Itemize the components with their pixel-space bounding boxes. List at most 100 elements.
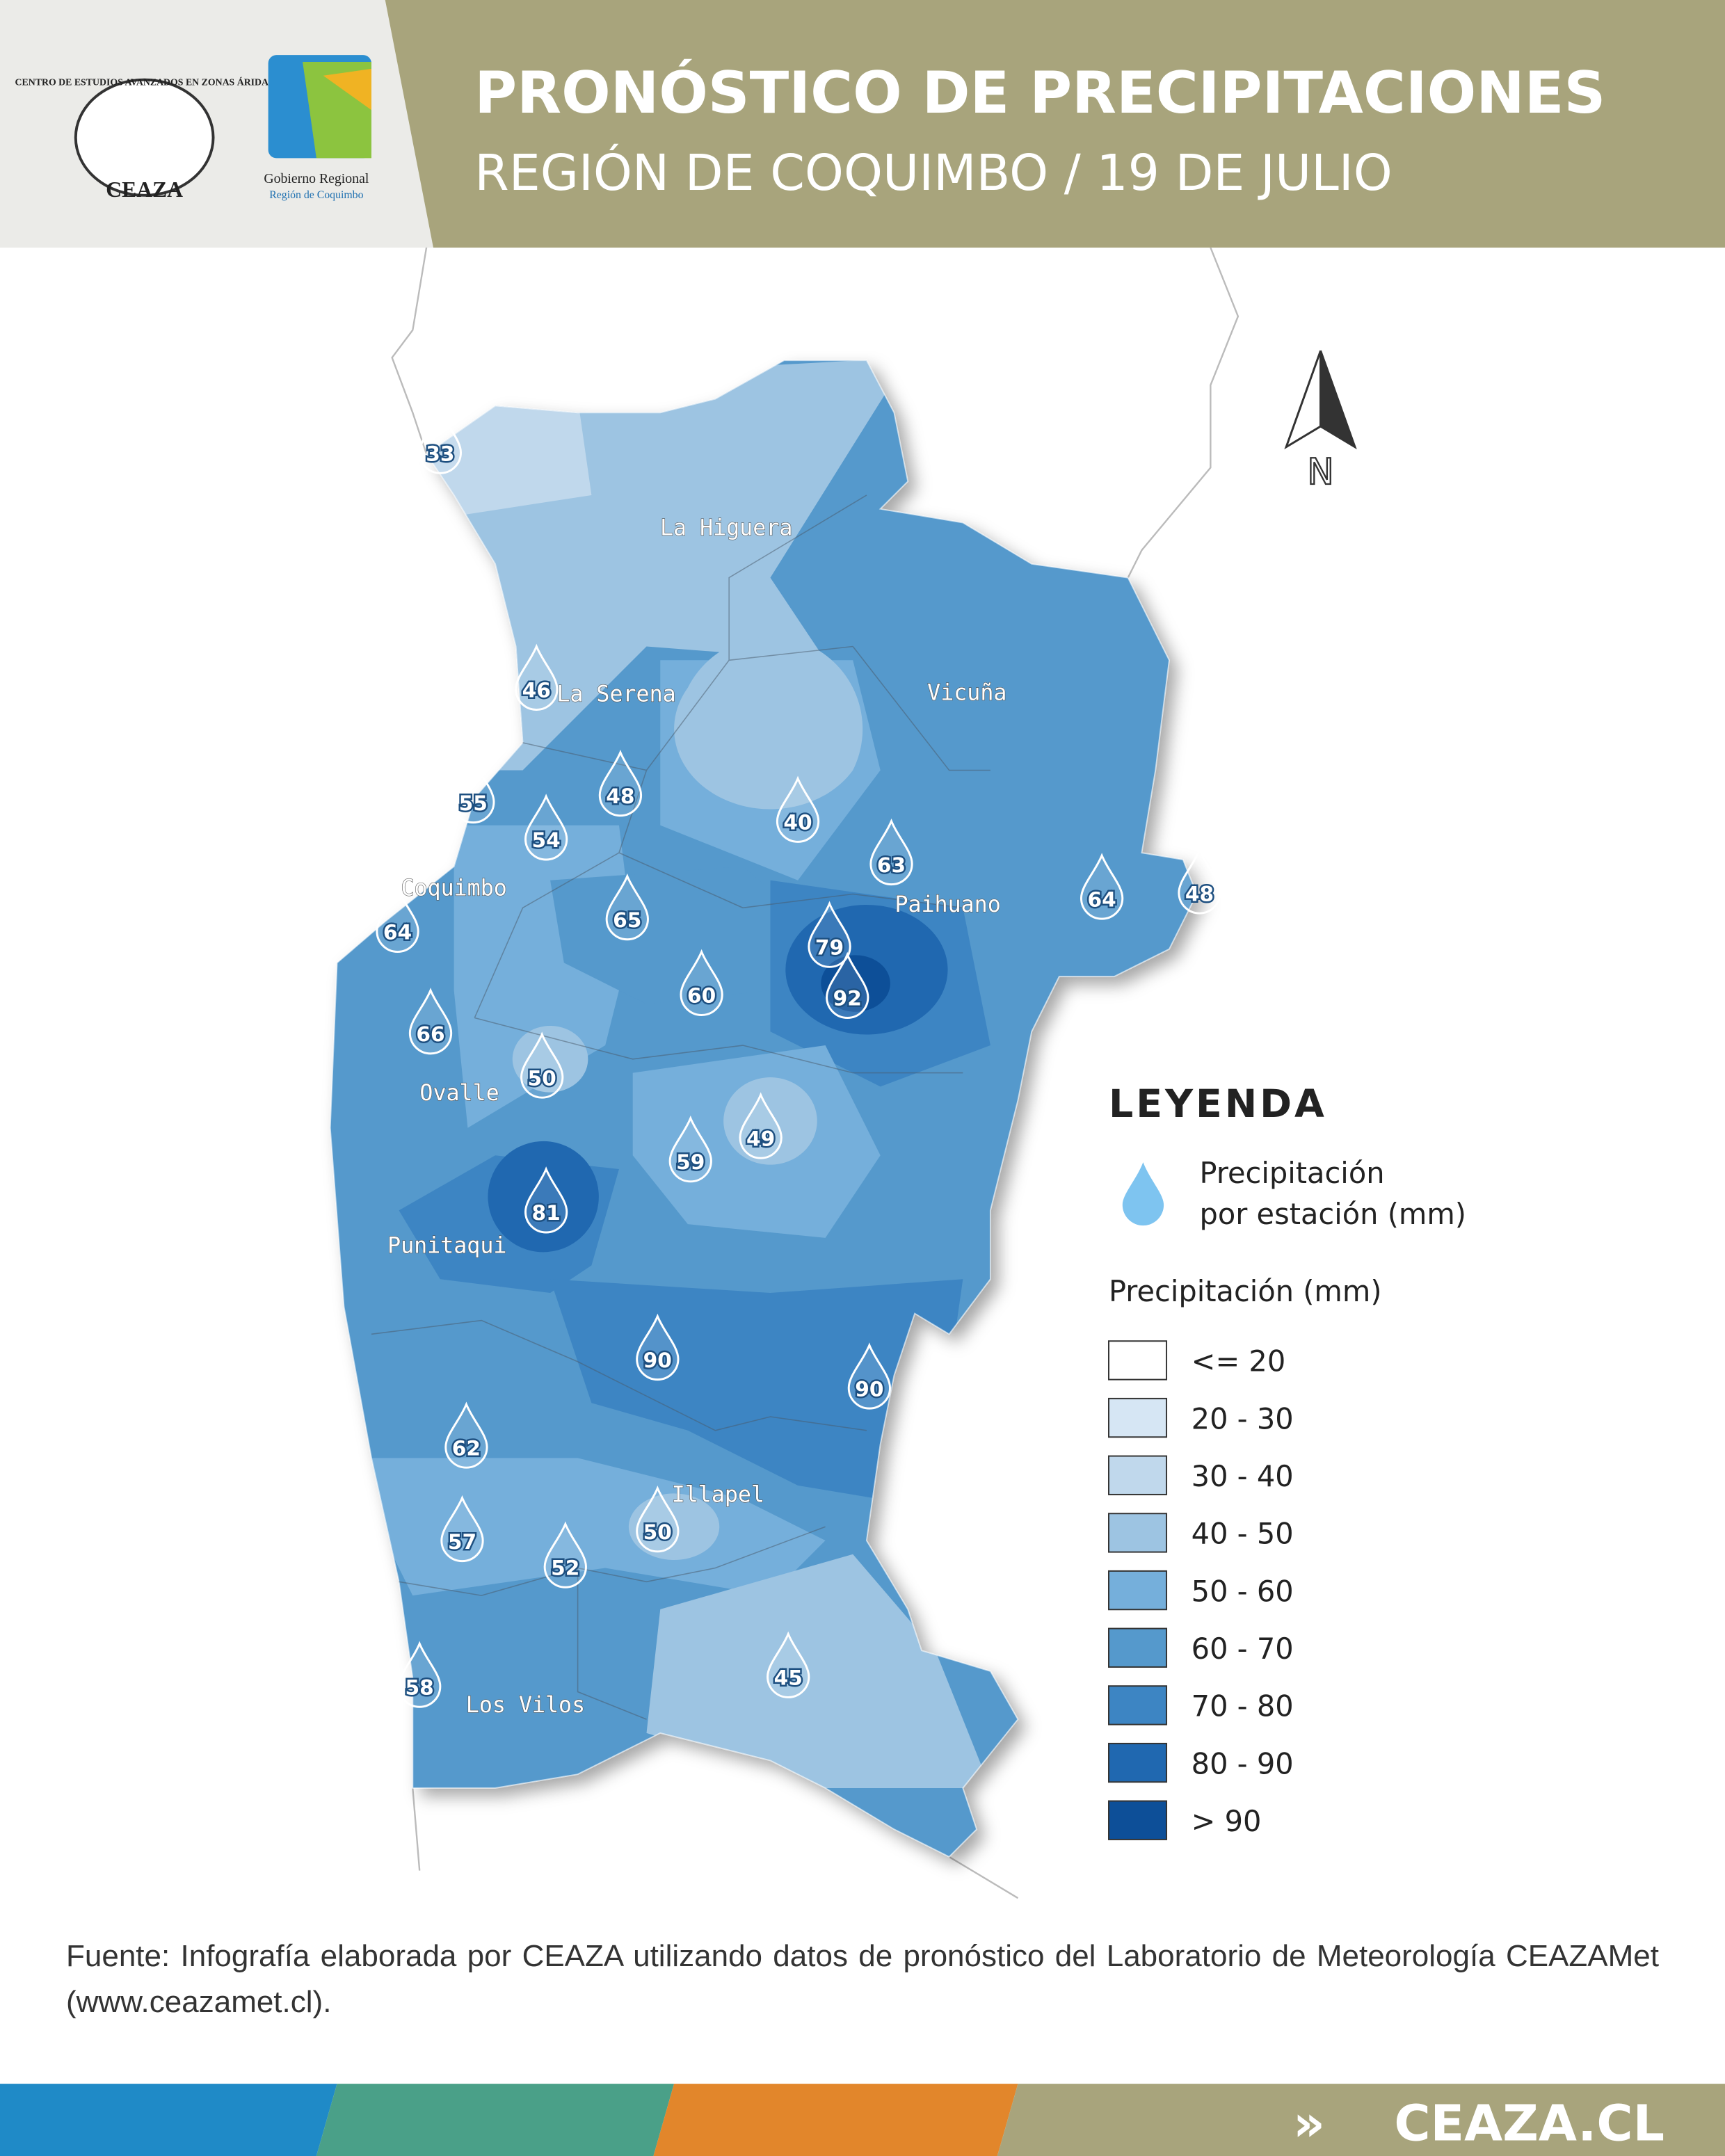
place-label: Coquimbo (401, 876, 506, 901)
station-value: 81 (531, 1200, 560, 1225)
north-label: N (1307, 451, 1333, 493)
station-drop (680, 949, 723, 1016)
legend-drop (1122, 1162, 1164, 1226)
place-label: Punitaqui (387, 1234, 506, 1259)
station-drop (869, 818, 913, 886)
legend-swatch (1108, 1340, 1168, 1381)
station-drop (605, 873, 649, 941)
station-value: 45 (774, 1666, 803, 1690)
station-drop (767, 1631, 810, 1698)
station-value: 60 (687, 983, 716, 1008)
station-value: 63 (877, 853, 906, 877)
station-value: 66 (416, 1022, 444, 1046)
station-drop (408, 988, 453, 1055)
station-drop (1080, 853, 1124, 920)
precip-zone (550, 866, 826, 1004)
station-drop (376, 885, 419, 953)
precip-zone (646, 1554, 990, 1788)
station-drop (598, 749, 643, 817)
station-value: 49 (746, 1126, 775, 1150)
legend-label: 50 - 60 (1192, 1574, 1294, 1608)
legend-swatch (1108, 1685, 1168, 1725)
station-value: 64 (1087, 887, 1116, 911)
station-drop (398, 1641, 442, 1708)
station-drop (826, 951, 869, 1019)
station-drop (515, 643, 559, 711)
legend-swatch (1108, 1742, 1168, 1783)
station-drop (451, 756, 495, 824)
legend-label: <= 20 (1192, 1344, 1286, 1378)
station-drop (418, 407, 463, 474)
logo-arc-text: CENTRO DE ESTUDIOS AVANZADOS EN ZONAS ÁR… (15, 77, 274, 88)
station-drop (524, 794, 568, 861)
station-value: 92 (833, 986, 862, 1011)
legend-swatch (1108, 1627, 1168, 1668)
footer-arrows: » (1293, 2094, 1325, 2152)
station-value: 50 (528, 1065, 556, 1090)
logo-name: CEAZA (106, 177, 183, 202)
station-value: 90 (643, 1348, 672, 1372)
station-drop (524, 1166, 568, 1234)
legend-label: 70 - 80 (1192, 1689, 1294, 1723)
station-value: 57 (448, 1529, 476, 1554)
logo-gore-line2: Región de Coquimbo (269, 189, 363, 201)
place-label: Ovalle (419, 1081, 499, 1106)
legend-label: 20 - 30 (1192, 1401, 1294, 1435)
station-value: 79 (815, 935, 844, 960)
north-arrow (1284, 350, 1322, 450)
legend-swatch (1108, 1570, 1168, 1611)
station-drop (776, 775, 820, 843)
source-note: Fuente: Infografía elaborada por CEAZA u… (66, 1939, 1659, 2019)
place-label: La Serena (556, 682, 675, 707)
station-drop (739, 1092, 783, 1159)
station-drop (808, 901, 851, 968)
station-drop (668, 1115, 712, 1183)
place-label: La Higuera (660, 515, 792, 540)
legend-swatch (1108, 1800, 1168, 1840)
station-value: 62 (452, 1435, 481, 1460)
station-value: 50 (643, 1520, 672, 1544)
legend-swatch (1108, 1455, 1168, 1495)
subtitle: REGIÓN DE COQUIMBO / 19 DE JULIO (474, 144, 1393, 202)
station-value: 59 (676, 1150, 705, 1174)
station-value: 58 (406, 1675, 434, 1699)
station-value: 55 (459, 791, 488, 815)
station-drop (636, 1313, 680, 1381)
footer-bar (0, 2084, 337, 2156)
place-label: Paihuano (894, 892, 1000, 917)
commune-borders (371, 494, 990, 1720)
station-value: 33 (426, 442, 454, 466)
header-band (385, 0, 1725, 248)
legend-label: 40 - 50 (1192, 1517, 1294, 1551)
precip-zone (628, 1493, 720, 1561)
station-drop (444, 1401, 488, 1469)
place-label: Los Vilos (466, 1693, 585, 1718)
precip-zone (550, 1279, 963, 1499)
station-drop (543, 1521, 587, 1588)
legend-precip-title: Precipitación (mm) (1109, 1274, 1382, 1308)
precip-zone (674, 636, 863, 810)
legend-swatch (1108, 1513, 1168, 1553)
station-drop (1178, 847, 1221, 915)
station-drop (636, 1485, 680, 1553)
legend-swatch (1108, 1397, 1168, 1438)
station-value: 52 (551, 1555, 579, 1579)
station-value: 40 (783, 810, 812, 835)
station-value: 64 (383, 920, 412, 944)
legend-label: > 90 (1192, 1804, 1262, 1838)
station-value: 65 (613, 908, 641, 932)
footer-link[interactable]: CEAZA.CL (1394, 2094, 1664, 2152)
station-value: 48 (606, 784, 634, 808)
legend-title: LEYENDA (1109, 1082, 1327, 1127)
station-value: 54 (531, 828, 560, 852)
station-value: 46 (522, 678, 551, 702)
legend-station-1: Precipitación (1200, 1156, 1385, 1190)
title: PRONÓSTICO DE PRECIPITACIONES (474, 58, 1605, 127)
precip-zone (488, 1141, 599, 1253)
station-drop (520, 1031, 564, 1099)
logo-gore-line1: Gobierno Regional (264, 171, 369, 186)
legend-label: 60 - 70 (1192, 1632, 1294, 1666)
legend-label: 80 - 90 (1192, 1746, 1294, 1780)
